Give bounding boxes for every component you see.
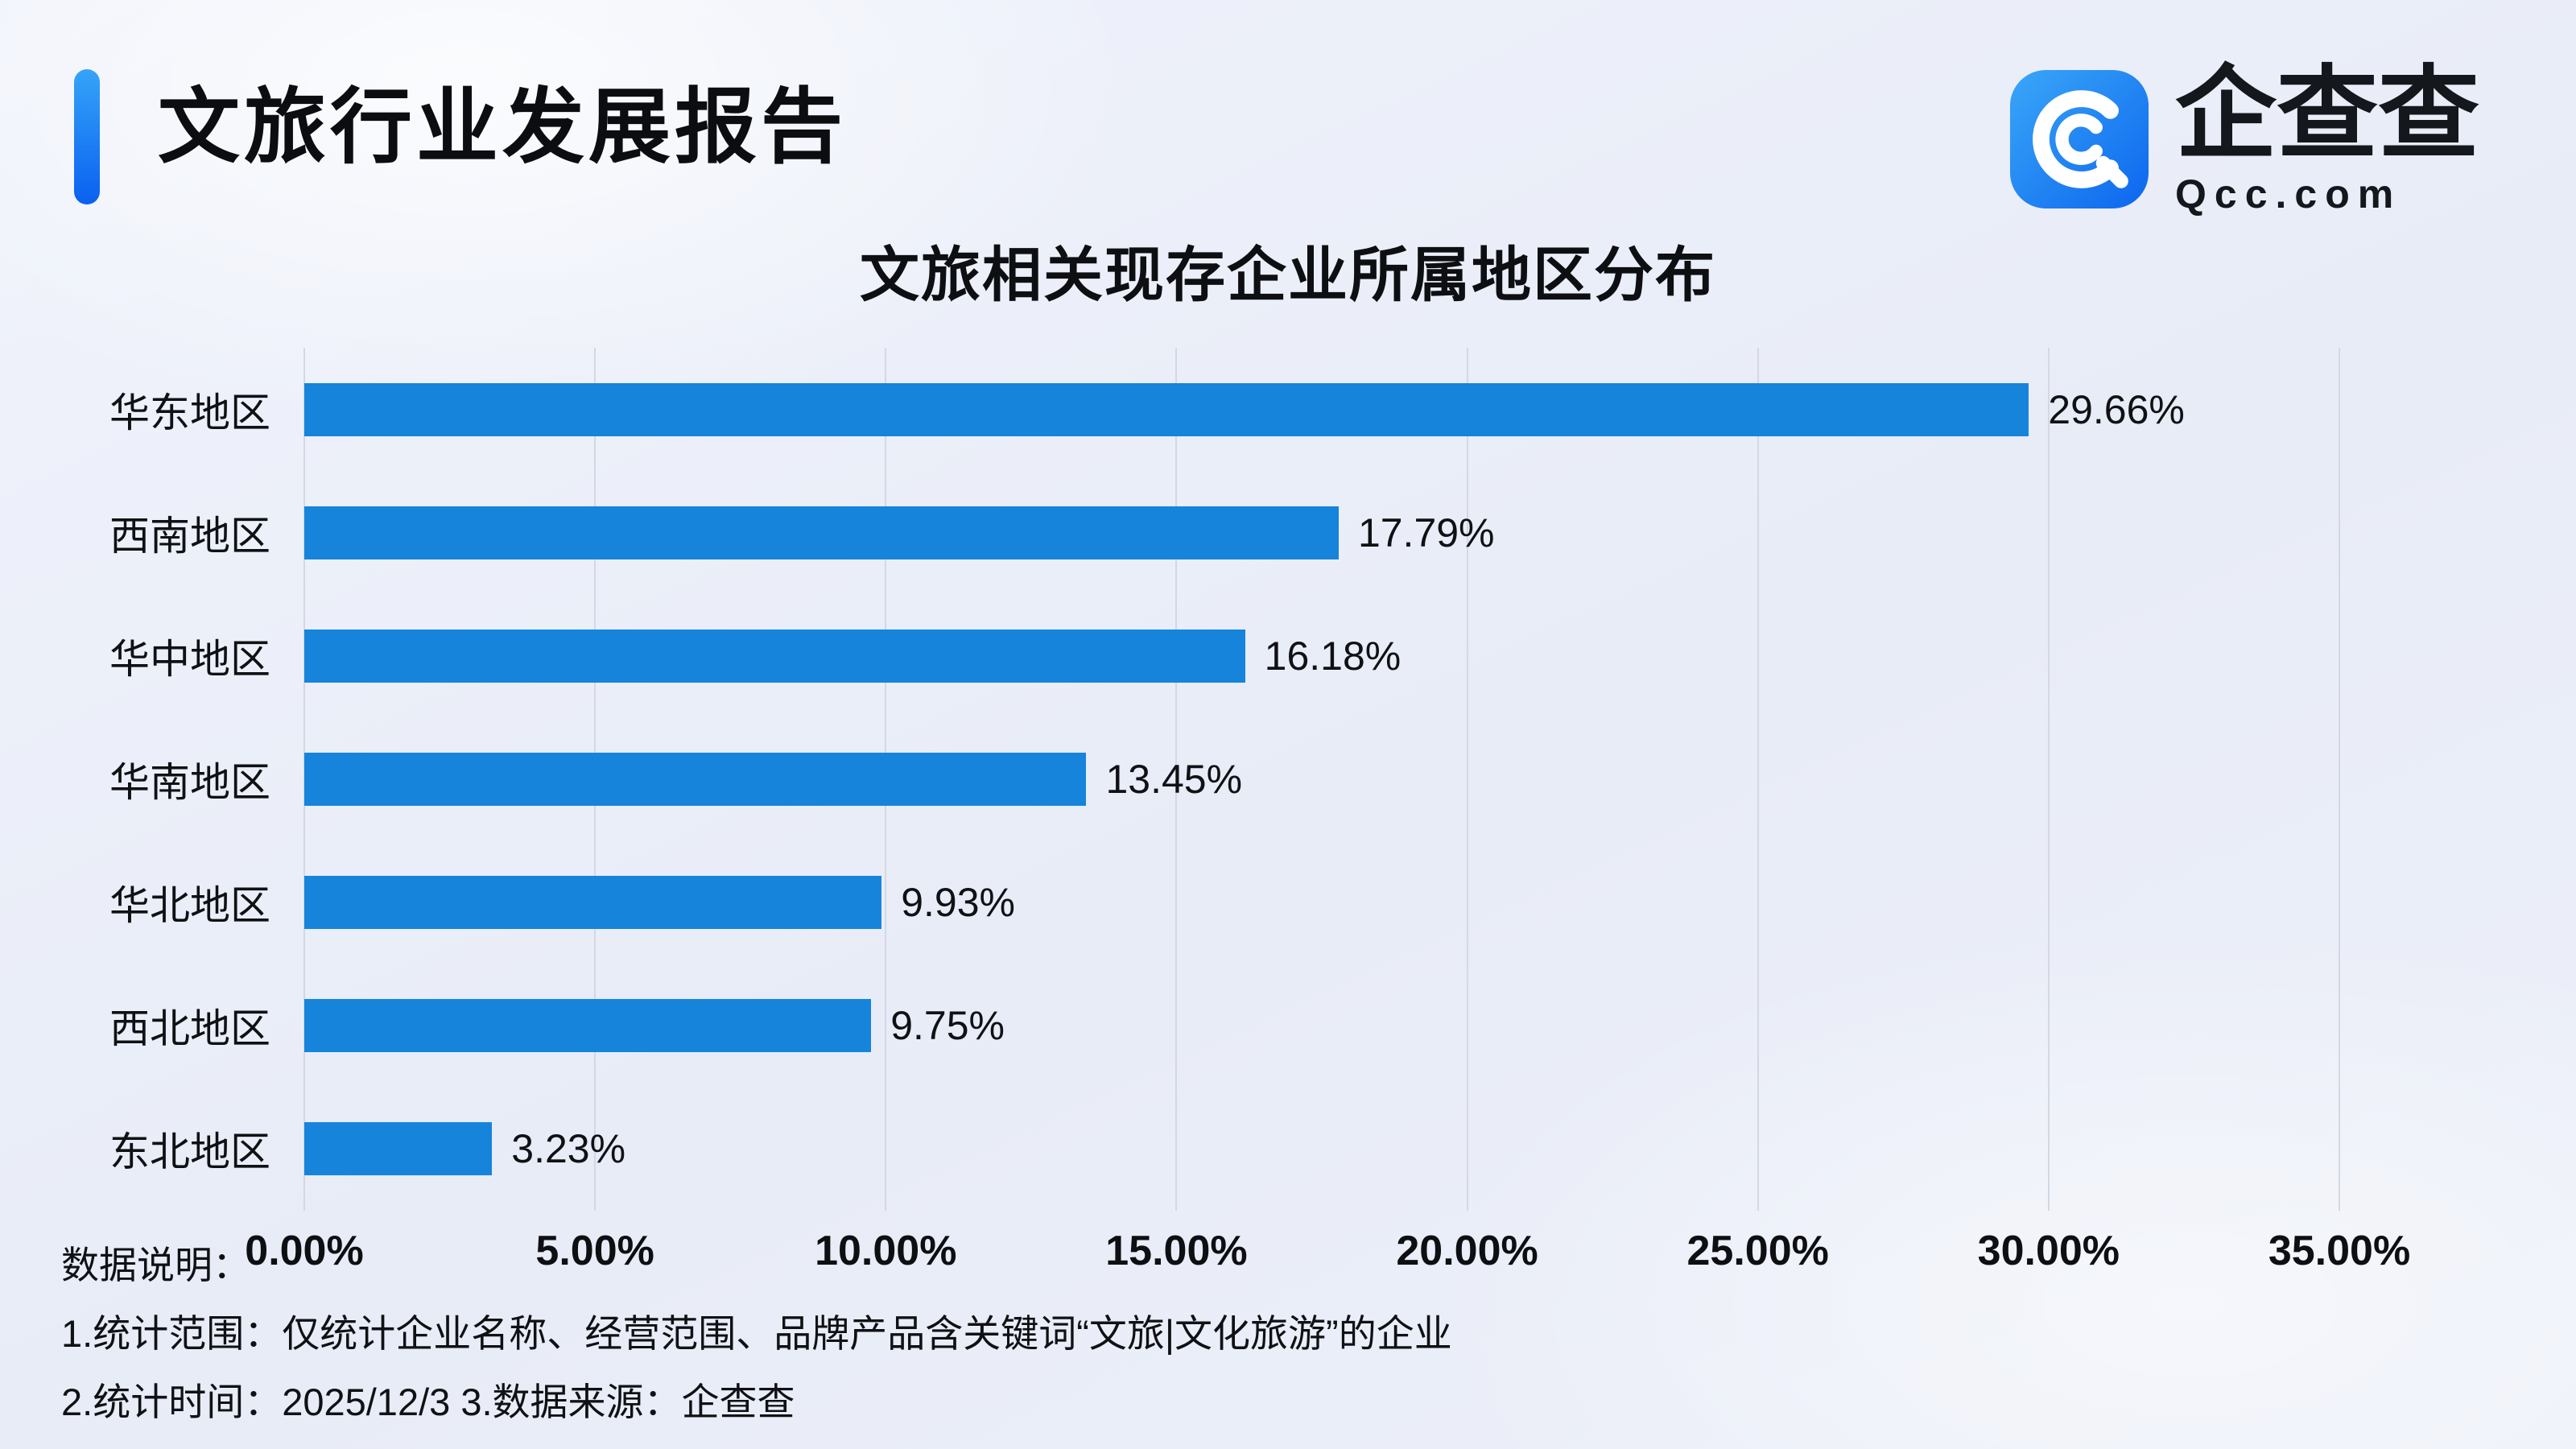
data-notes: 数据说明： 1.统计范围：仅统计企业名称、经营范围、品牌产品含关键词“文旅|文化… bbox=[61, 1246, 1452, 1449]
chart-title: 文旅相关现存企业所属地区分布 bbox=[860, 242, 1716, 308]
qcc-logo-icon bbox=[2009, 70, 2149, 209]
qcc-logo-text: 企查查 Qcc.com bbox=[2175, 57, 2479, 217]
qcc-logo-domain: Qcc.com bbox=[2175, 171, 2402, 217]
bar bbox=[304, 506, 1339, 559]
report-title: 文旅行业发展报告 bbox=[158, 81, 847, 173]
x-tick-label: 0.00% bbox=[245, 1228, 364, 1274]
bar-chart: 华东地区 29.66% 西南地区 17.79% 华中地区 16.18% 华南地区 13.45%… bbox=[109, 348, 2410, 1301]
gridline bbox=[1757, 348, 1759, 1211]
gridline bbox=[2339, 348, 2340, 1211]
category-label: 西南地区 bbox=[109, 513, 270, 559]
footer-note-1: 1.统计范围：仅统计企业名称、经营范围、品牌产品含关键词“文旅|文化旅游”的企业 bbox=[61, 1312, 1452, 1355]
x-axis: 0.00% 5.00% 10.00% 15.00% 20.00% 25.00% 30.00%… bbox=[245, 1227, 2410, 1301]
bar bbox=[304, 752, 1087, 806]
category-label: 华中地区 bbox=[109, 636, 270, 682]
value-label: 16.18% bbox=[1264, 633, 1402, 679]
value-label: 13.45% bbox=[1105, 756, 1243, 802]
bar-rows: 华东地区 29.66% 西南地区 17.79% 华中地区 16.18% 华南地区 13.45%… bbox=[109, 348, 2339, 1211]
bar-row: 华中地区 16.18% bbox=[109, 594, 2339, 717]
x-tick-label: 10.00% bbox=[815, 1228, 957, 1274]
bar-row: 西北地区 9.75% bbox=[109, 964, 2339, 1088]
category-label: 西北地区 bbox=[109, 1006, 270, 1052]
bar bbox=[304, 999, 872, 1053]
gridline bbox=[1466, 348, 1468, 1211]
bar-row: 华北地区 9.93% bbox=[109, 841, 2339, 964]
value-label: 29.66% bbox=[2048, 386, 2185, 432]
value-label: 9.93% bbox=[901, 880, 1015, 926]
value-label: 3.23% bbox=[511, 1126, 626, 1172]
x-tick-label: 35.00% bbox=[2268, 1228, 2411, 1274]
footer-note-2: 2.统计时间：2025/12/3 3.数据来源：企查查 bbox=[61, 1381, 795, 1423]
category-label: 华南地区 bbox=[109, 759, 270, 805]
bar-row: 华南地区 13.45% bbox=[109, 717, 2339, 840]
x-tick-label: 15.00% bbox=[1105, 1228, 1248, 1274]
bar-row: 西南地区 17.79% bbox=[109, 471, 2339, 594]
x-tick-label: 25.00% bbox=[1686, 1228, 1829, 1274]
x-tick-label: 5.00% bbox=[535, 1228, 654, 1274]
bar bbox=[304, 1122, 493, 1176]
footer-heading: 数据说明： bbox=[61, 1244, 250, 1286]
gridline bbox=[2047, 348, 2050, 1211]
gridline bbox=[1175, 348, 1178, 1211]
bar bbox=[304, 629, 1245, 683]
value-label: 9.75% bbox=[890, 1003, 1005, 1049]
bar-row: 华东地区 29.66% bbox=[109, 348, 2339, 471]
accent-bar bbox=[74, 69, 100, 204]
category-label: 东北地区 bbox=[109, 1129, 270, 1175]
bar-row: 东北地区 3.23% bbox=[109, 1088, 2339, 1211]
qcc-logo: 企查查 Qcc.com bbox=[2008, 57, 2479, 217]
category-label: 华北地区 bbox=[109, 883, 270, 929]
category-label: 华东地区 bbox=[109, 390, 270, 436]
bar bbox=[304, 382, 2029, 436]
qcc-logo-name: 企查查 bbox=[2175, 57, 2479, 171]
plot-area: 华东地区 29.66% 西南地区 17.79% 华中地区 16.18% 华南地区 13.45%… bbox=[109, 348, 2340, 1211]
bar bbox=[304, 876, 882, 930]
value-label: 17.79% bbox=[1357, 510, 1495, 555]
x-tick-label: 30.00% bbox=[1977, 1228, 2120, 1274]
x-tick-label: 20.00% bbox=[1396, 1228, 1538, 1274]
